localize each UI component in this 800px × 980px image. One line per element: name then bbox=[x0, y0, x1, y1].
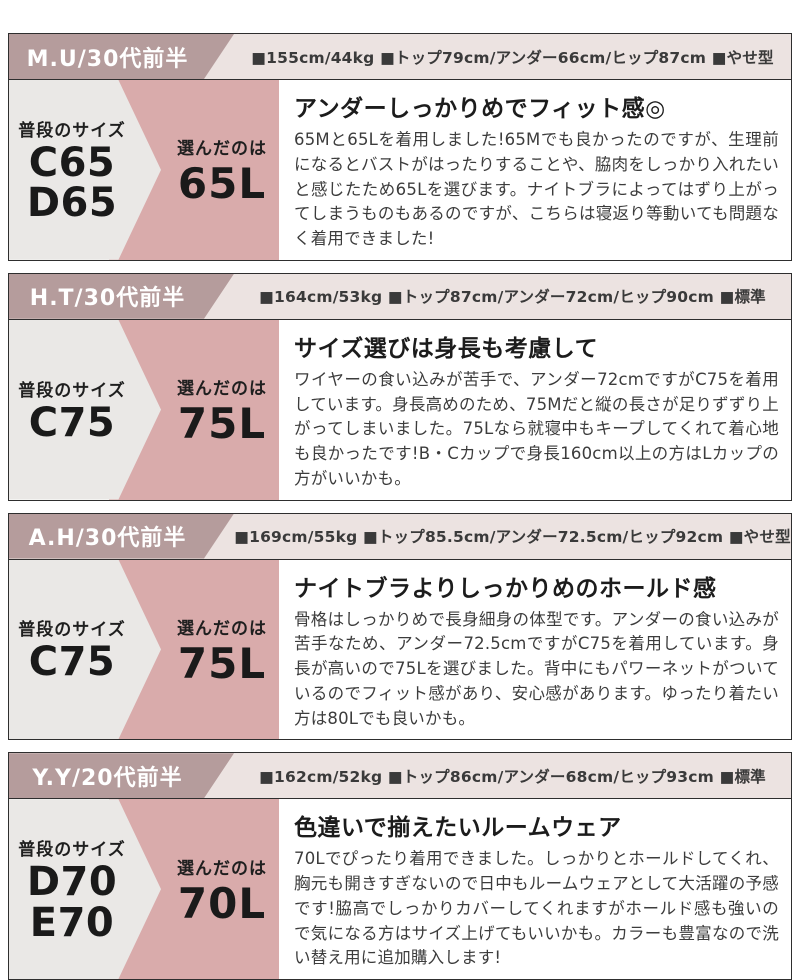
review-title: 色違いで揃えたいルームウェア bbox=[294, 815, 622, 842]
usual-size-value: C75 bbox=[28, 639, 116, 686]
chosen-size-value: 75L bbox=[177, 399, 267, 449]
usual-size-values: C75 bbox=[28, 399, 116, 446]
size-comparison: 普段のサイズ C75 選んだのは 75L bbox=[9, 319, 279, 500]
chosen-size-panel: 選んだのは 65L bbox=[167, 80, 277, 260]
size-comparison: 普段のサイズ C75 選んだのは 75L bbox=[9, 559, 279, 740]
usual-size-value: C75 bbox=[28, 399, 116, 446]
reviewer-stats: ■162cm/52kg ■トップ86cm/アンダー68cm/ヒップ93cm ■標… bbox=[259, 767, 766, 786]
review-body-box: 普段のサイズ C65 D65 選んだのは 65L アンダーしっかりめでフィット感◎… bbox=[8, 80, 792, 261]
review-text-area: ナイトブラよりしっかりめのホールド感 骨格はしっかりめで長身細身の体型です。アン… bbox=[279, 560, 791, 740]
usual-size-label: 普段のサイズ bbox=[18, 620, 126, 641]
reviewer-tag: Y.Y/20代前半 bbox=[9, 753, 234, 798]
usual-size-label: 普段のサイズ bbox=[18, 380, 126, 401]
review-text-area: 色違いで揃えたいルームウェア 70Lでぴったり着用できました。しっかりとホールド… bbox=[279, 799, 791, 979]
review-title: ナイトブラよりしっかりめのホールド感 bbox=[294, 575, 717, 602]
reviewer-header-bar: A.H/30代前半 ■169cm/55kg ■トップ85.5cm/アンダー72.… bbox=[8, 512, 792, 560]
reviewer-header-bar: Y.Y/20代前半 ■162cm/52kg ■トップ86cm/アンダー68cm/… bbox=[8, 752, 792, 800]
review-card: A.H/30代前半 ■169cm/55kg ■トップ85.5cm/アンダー72.… bbox=[8, 512, 792, 741]
reviewer-stats: ■155cm/44kg ■トップ79cm/アンダー66cm/ヒップ87cm ■や… bbox=[251, 48, 774, 67]
reviewer-stats: ■164cm/53kg ■トップ87cm/アンダー72cm/ヒップ90cm ■標… bbox=[259, 288, 766, 307]
review-body-box: 普段のサイズ D70 E70 選んだのは 70L 色違いで揃えたいルームウェア 7… bbox=[8, 799, 792, 980]
review-card: Y.Y/20代前半 ■162cm/52kg ■トップ86cm/アンダー68cm/… bbox=[8, 752, 792, 980]
size-comparison: 普段のサイズ D70 E70 選んだのは 70L bbox=[9, 799, 279, 979]
size-comparison: 普段のサイズ C65 D65 選んだのは 65L bbox=[9, 80, 279, 260]
reviewer-header-bar: M.U/30代前半 ■155cm/44kg ■トップ79cm/アンダー66cm/… bbox=[8, 33, 792, 80]
chosen-size-label: 選んだのは bbox=[177, 618, 267, 639]
review-title: サイズ選びは身長も考慮して bbox=[294, 335, 599, 362]
reviewer-name: H.T/30代前半 bbox=[29, 286, 186, 312]
usual-size-label: 普段のサイズ bbox=[18, 120, 126, 141]
review-body-box: 普段のサイズ C75 選んだのは 75L ナイトブラよりしっかりめのホールド感 … bbox=[8, 559, 792, 741]
review-text-area: アンダーしっかりめでフィット感◎ 65Mと65Lを着用しました!65Mでも良かっ… bbox=[279, 80, 791, 260]
sections-container: M.U/30代前半 ■155cm/44kg ■トップ79cm/アンダー66cm/… bbox=[8, 33, 792, 980]
usual-size-value: C65 bbox=[28, 139, 116, 186]
reviewer-tag: M.U/30代前半 bbox=[9, 34, 234, 79]
usual-size-values: C65 D65 bbox=[26, 139, 118, 227]
review-text: 70Lでぴったり着用できました。しっかりとホールドしてくれ、胸元も開きすぎないの… bbox=[294, 849, 779, 968]
usual-size-panel: 普段のサイズ C65 D65 bbox=[9, 80, 135, 260]
usual-size-label: 普段のサイズ bbox=[18, 839, 126, 860]
usual-size-values: D70 E70 bbox=[27, 862, 117, 944]
reviewer-name: M.U/30代前半 bbox=[26, 46, 189, 72]
chosen-size-value: 70L bbox=[177, 878, 267, 928]
usual-size-values: C75 bbox=[29, 642, 116, 683]
usual-size-value: E70 bbox=[29, 899, 115, 946]
chosen-size-panel: 選んだのは 75L bbox=[167, 320, 277, 500]
reviewer-tag: H.T/30代前半 bbox=[9, 274, 234, 319]
chosen-size-label: 選んだのは bbox=[177, 379, 267, 400]
review-text: 骨格はしっかりめで長身細身の体型です。アンダーの食い込みが苦手なため、アンダー7… bbox=[294, 609, 779, 728]
review-text-area: サイズ選びは身長も考慮して ワイヤーの食い込みが苦手で、アンダー72cmですがC… bbox=[279, 320, 791, 500]
chosen-size-label: 選んだのは bbox=[177, 139, 267, 160]
review-card: M.U/30代前半 ■155cm/44kg ■トップ79cm/アンダー66cm/… bbox=[8, 33, 792, 261]
reviewer-header-bar: H.T/30代前半 ■164cm/53kg ■トップ87cm/アンダー72cm/… bbox=[8, 272, 792, 320]
reviewer-name: Y.Y/20代前半 bbox=[32, 765, 183, 791]
review-text: 65Mと65Lを着用しました!65Mでも良かったのですが、生理前になるとバストが… bbox=[294, 130, 779, 248]
reviewer-tag: A.H/30代前半 bbox=[9, 514, 234, 559]
reviewer-stats: ■169cm/55kg ■トップ85.5cm/アンダー72.5cm/ヒップ92c… bbox=[234, 528, 791, 546]
chosen-size-value: 75L bbox=[177, 638, 267, 688]
reviews-page: M.U/30代前半 ■155cm/44kg ■トップ79cm/アンダー66cm/… bbox=[8, 33, 792, 980]
review-body-box: 普段のサイズ C75 選んだのは 75L サイズ選びは身長も考慮して ワイヤーの… bbox=[8, 319, 792, 501]
usual-size-panel: 普段のサイズ C75 bbox=[9, 560, 135, 740]
chosen-size-value: 65L bbox=[177, 159, 267, 209]
usual-size-value: D70 bbox=[26, 858, 118, 905]
review-card: H.T/30代前半 ■164cm/53kg ■トップ87cm/アンダー72cm/… bbox=[8, 272, 792, 501]
chosen-size-panel: 選んだのは 75L bbox=[167, 560, 277, 740]
review-title: アンダーしっかりめでフィット感◎ bbox=[294, 96, 666, 122]
reviewer-name: A.H/30代前半 bbox=[28, 526, 187, 551]
chosen-size-panel: 選んだのは 70L bbox=[167, 799, 277, 979]
chosen-size-label: 選んだのは bbox=[177, 858, 267, 879]
usual-size-panel: 普段のサイズ D70 E70 bbox=[9, 799, 135, 979]
usual-size-value: D65 bbox=[26, 180, 118, 227]
review-text: ワイヤーの食い込みが苦手で、アンダー72cmですがC75を着用しています。身長高… bbox=[294, 369, 779, 488]
usual-size-panel: 普段のサイズ C75 bbox=[9, 320, 135, 500]
